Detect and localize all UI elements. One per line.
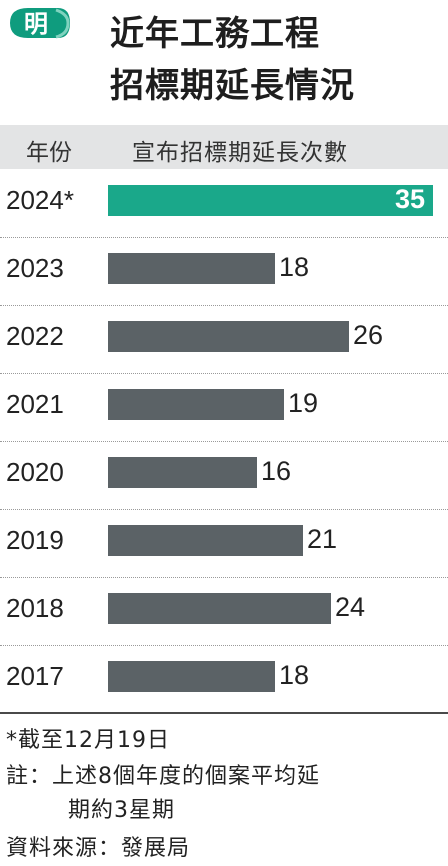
bar (108, 525, 303, 556)
chart-row: 2018 24 (0, 578, 448, 646)
bar (108, 321, 349, 352)
chart-row: 2023 18 (0, 238, 448, 306)
bar (108, 661, 275, 692)
value-label: 19 (288, 388, 319, 418)
year-label: 2022 (6, 321, 64, 351)
footnote-cutoff-date: *截至12月19日 (6, 728, 170, 753)
value-label: 18 (279, 252, 310, 282)
row-divider (0, 645, 448, 646)
chart-title-line-2: 招標期延長情況 (110, 66, 355, 106)
chart-header: 明 近年工務工程 招標期延長情況 (0, 0, 448, 118)
value-label: 35 (395, 184, 426, 214)
chart-row: 2019 21 (0, 510, 448, 578)
mingpao-logo-icon: 明 (10, 8, 70, 39)
year-label: 2019 (6, 525, 64, 555)
column-header-bar: 年份 宣布招標期延長次數 (0, 125, 448, 169)
row-divider (0, 441, 448, 442)
column-header-year: 年份 (26, 140, 72, 166)
chart-row: 2024* 35 (0, 170, 448, 238)
column-header-count: 宣布招標期延長次數 (132, 140, 348, 166)
row-divider (0, 509, 448, 510)
value-label: 16 (261, 456, 292, 486)
year-label: 2017 (6, 661, 64, 691)
bar (108, 389, 284, 420)
value-label: 18 (279, 660, 310, 690)
row-divider (0, 305, 448, 306)
chart-row: 2021 19 (0, 374, 448, 442)
row-divider (0, 373, 448, 374)
bar-chart: 2024* 35 2023 18 2022 26 2021 19 2020 16 2019 21 201… (0, 170, 448, 714)
logo-glyph: 明 (24, 10, 48, 38)
footnote-average: 註：上述8個年度的個案平均延 (6, 764, 320, 789)
year-label: 2021 (6, 389, 64, 419)
row-divider (0, 237, 448, 238)
chart-row: 2020 16 (0, 442, 448, 510)
year-label: 2020 (6, 457, 64, 487)
chart-title-line-1: 近年工務工程 (110, 14, 320, 54)
value-label: 21 (307, 524, 338, 554)
bar (108, 457, 257, 488)
bar (108, 253, 275, 284)
value-label: 24 (335, 592, 366, 622)
year-label: 2018 (6, 593, 64, 623)
chart-row: 2017 18 (0, 646, 448, 714)
row-divider (0, 577, 448, 578)
bar (108, 185, 433, 216)
data-source: 資料來源：發展局 (6, 836, 191, 861)
chart-row: 2022 26 (0, 306, 448, 374)
bar (108, 593, 331, 624)
chart-footer: *截至12月19日 註：上述8個年度的個案平均延 期約3星期 資料來源：發展局 (0, 712, 448, 861)
footnote-average-continued: 期約3星期 (68, 798, 175, 823)
year-label: 2024* (6, 185, 74, 215)
value-label: 26 (353, 320, 384, 350)
year-label: 2023 (6, 253, 64, 283)
